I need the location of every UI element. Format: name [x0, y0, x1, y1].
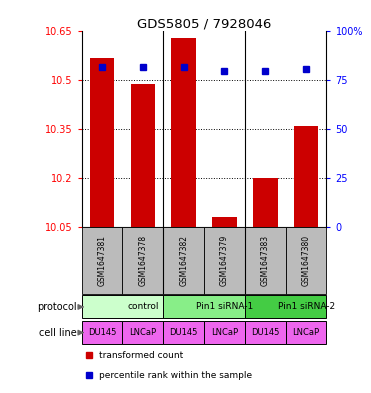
- Text: GSM1647382: GSM1647382: [179, 235, 188, 286]
- Bar: [286, 321, 326, 344]
- Text: protocol: protocol: [37, 302, 77, 312]
- Bar: [163, 296, 245, 318]
- Text: GSM1647379: GSM1647379: [220, 235, 229, 286]
- Bar: [253, 178, 278, 227]
- Bar: [245, 296, 326, 318]
- Text: GSM1647383: GSM1647383: [261, 235, 270, 286]
- Text: control: control: [127, 303, 158, 311]
- Text: Pin1 siRNA-2: Pin1 siRNA-2: [278, 303, 335, 311]
- Text: DU145: DU145: [170, 328, 198, 337]
- Bar: [82, 296, 163, 318]
- Text: DU145: DU145: [251, 328, 279, 337]
- Bar: [82, 227, 122, 294]
- Bar: [163, 321, 204, 344]
- Bar: [82, 321, 122, 344]
- Bar: [245, 321, 286, 344]
- Text: GSM1647381: GSM1647381: [98, 235, 106, 286]
- Text: cell line: cell line: [39, 328, 77, 338]
- Bar: [163, 227, 204, 294]
- Bar: [204, 321, 245, 344]
- Bar: [294, 126, 318, 227]
- Bar: [286, 227, 326, 294]
- Bar: [131, 84, 155, 227]
- Bar: [245, 227, 286, 294]
- Bar: [122, 227, 163, 294]
- Bar: [122, 321, 163, 344]
- Text: transformed count: transformed count: [99, 351, 183, 360]
- Bar: [171, 38, 196, 227]
- Text: LNCaP: LNCaP: [211, 328, 238, 337]
- Bar: [204, 227, 245, 294]
- Text: percentile rank within the sample: percentile rank within the sample: [99, 371, 252, 380]
- Text: LNCaP: LNCaP: [292, 328, 320, 337]
- Text: LNCaP: LNCaP: [129, 328, 157, 337]
- Text: GSM1647378: GSM1647378: [138, 235, 147, 286]
- Bar: [212, 217, 237, 227]
- Text: DU145: DU145: [88, 328, 116, 337]
- Bar: [90, 57, 114, 227]
- Text: Pin1 siRNA-1: Pin1 siRNA-1: [196, 303, 253, 311]
- Text: GSM1647380: GSM1647380: [302, 235, 311, 286]
- Title: GDS5805 / 7928046: GDS5805 / 7928046: [137, 17, 271, 30]
